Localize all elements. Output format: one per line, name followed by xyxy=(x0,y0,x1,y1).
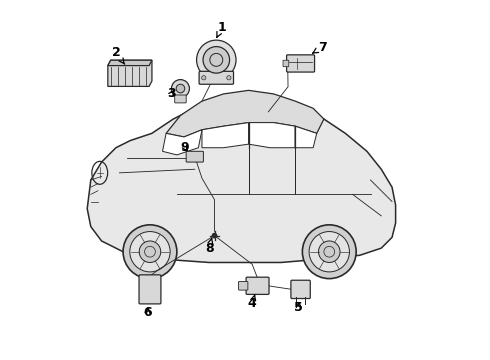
FancyBboxPatch shape xyxy=(291,280,310,298)
Circle shape xyxy=(123,225,177,279)
FancyBboxPatch shape xyxy=(283,60,289,67)
Text: 2: 2 xyxy=(112,46,124,64)
Circle shape xyxy=(172,80,190,98)
Circle shape xyxy=(201,76,206,80)
Polygon shape xyxy=(248,123,295,148)
Text: 6: 6 xyxy=(143,306,152,319)
Polygon shape xyxy=(87,98,395,262)
Polygon shape xyxy=(166,90,324,137)
Text: 5: 5 xyxy=(294,301,303,314)
Text: 4: 4 xyxy=(248,294,257,310)
Circle shape xyxy=(139,241,161,262)
Circle shape xyxy=(203,46,230,73)
Polygon shape xyxy=(108,60,152,66)
Polygon shape xyxy=(295,126,317,148)
Circle shape xyxy=(212,233,218,238)
Circle shape xyxy=(176,84,185,93)
Polygon shape xyxy=(202,123,248,148)
FancyBboxPatch shape xyxy=(246,277,269,294)
Circle shape xyxy=(309,231,349,272)
FancyBboxPatch shape xyxy=(239,282,248,290)
Polygon shape xyxy=(163,130,202,155)
Text: 9: 9 xyxy=(181,141,190,154)
Text: 1: 1 xyxy=(217,21,226,37)
FancyBboxPatch shape xyxy=(175,95,186,103)
FancyBboxPatch shape xyxy=(186,151,203,162)
Circle shape xyxy=(227,76,231,80)
FancyBboxPatch shape xyxy=(139,275,161,304)
Text: 3: 3 xyxy=(167,87,176,100)
Circle shape xyxy=(196,40,236,80)
Circle shape xyxy=(318,241,340,262)
Circle shape xyxy=(130,231,170,272)
Text: 7: 7 xyxy=(313,41,326,54)
Polygon shape xyxy=(108,60,152,86)
FancyBboxPatch shape xyxy=(199,71,234,84)
FancyBboxPatch shape xyxy=(287,55,315,72)
Circle shape xyxy=(302,225,356,279)
Text: 8: 8 xyxy=(205,238,214,255)
